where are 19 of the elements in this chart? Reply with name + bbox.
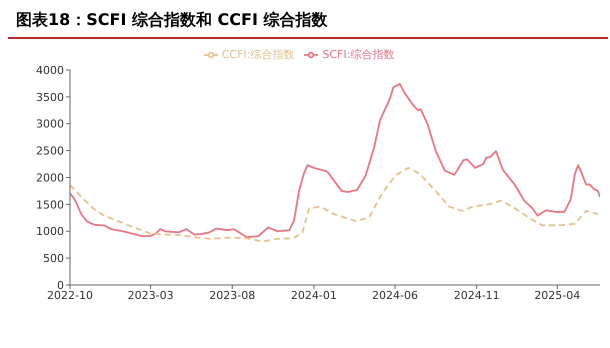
- x-tick-label: 2023-08: [209, 288, 256, 302]
- legend-label: SCFI:综合指数: [322, 48, 394, 61]
- legend-label: CCFI:综合指数: [222, 48, 294, 61]
- chart-title: 图表18：SCFI 综合指数和 CCFI 综合指数: [8, 8, 608, 39]
- y-tick-label: 1500: [36, 198, 64, 212]
- y-tick-label: 3000: [36, 118, 64, 131]
- x-tick-label: 2024-01: [290, 288, 337, 302]
- line-series: [70, 83, 600, 238]
- x-tick-label: 2023-03: [128, 288, 174, 302]
- y-tick-label: 4000: [36, 64, 64, 77]
- x-tick-label: 2024-11: [454, 288, 500, 302]
- y-tick-label: 3500: [36, 90, 64, 104]
- y-tick-label: 2000: [36, 171, 64, 184]
- y-tick-label: 500: [43, 252, 64, 266]
- x-tick-label: 2024-06: [372, 288, 418, 302]
- x-tick-label: 2025-04: [534, 288, 580, 302]
- y-tick-label: 2500: [36, 144, 64, 158]
- line-series: [70, 166, 599, 242]
- y-tick-label: 1000: [36, 225, 64, 238]
